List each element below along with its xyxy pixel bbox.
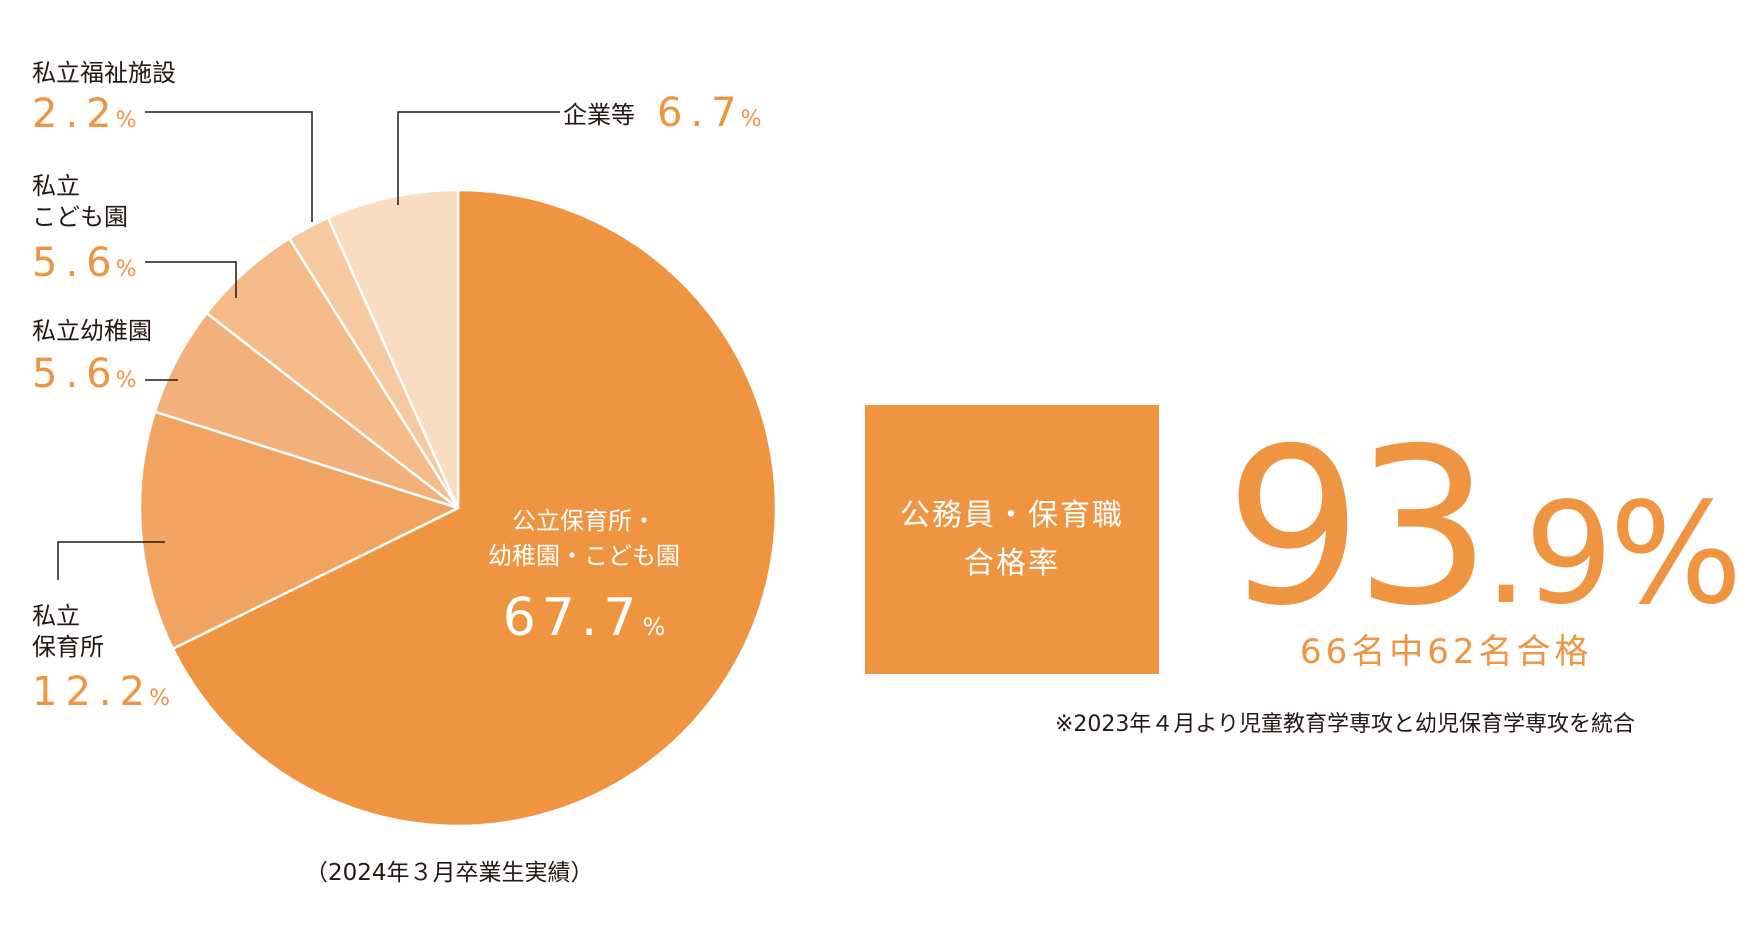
pie-slice-corporate [326, 188, 460, 510]
chart-caption: （2024年３月卒業生実績） [305, 860, 594, 886]
slice-label-corporate: 企業等 [563, 101, 635, 129]
slice-label-nursery: 私立 保育所 [32, 602, 104, 661]
slice-value-corporate: 6.7% [657, 90, 762, 136]
merge-note: ※2023年４月より児童教育学専攻と幼児保育学専攻を統合 [1055, 712, 1635, 737]
leader-line-welfare [145, 111, 313, 222]
slice-value-welfare: 2.2% [32, 91, 137, 137]
pie-slice-public [171, 188, 778, 828]
slice-label-public: 公立保育所・ 幼稚園・こども園 [488, 507, 680, 570]
slice-value-public: 67.7% [502, 588, 666, 648]
pass-rate-detail: 66名中62名合格 [1300, 632, 1593, 672]
slice-label-kindergarten: 私立幼稚園 [32, 317, 152, 345]
pie-slice-nursery [138, 410, 460, 651]
pass-rate-value: 93.9% [1225, 402, 1742, 653]
leader-line-corporate [397, 111, 560, 205]
leader-lines [57, 111, 560, 580]
pass-rate-title-line1: 公務員・保育職 [900, 497, 1124, 533]
slice-value-nursery: 12.2% [32, 669, 170, 715]
leader-line-kodomoen [145, 261, 237, 298]
pass-rate-box: 公務員・保育職 合格率 [865, 405, 1159, 674]
slice-label-welfare: 私立福祉施設 [32, 59, 176, 87]
pie-slices [138, 188, 778, 828]
slice-value-kodomoen: 5.6% [32, 240, 137, 286]
slice-label-kodomoen: 私立 こども園 [32, 172, 128, 231]
pass-rate-title-line2: 合格率 [964, 545, 1060, 581]
slice-value-kindergarten: 5.6% [32, 351, 137, 397]
leader-line-nursery [57, 541, 165, 580]
